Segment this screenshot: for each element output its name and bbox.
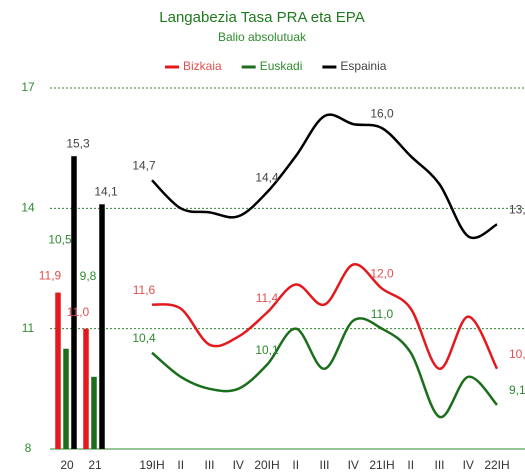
x-tick-label: III (319, 458, 329, 472)
x-tick-label: 22IH (484, 458, 509, 472)
data-label: 11,0 (371, 307, 394, 321)
x-tick-label: III (204, 458, 214, 472)
bar (99, 204, 105, 449)
bar (91, 376, 97, 449)
data-label: 14,4 (255, 170, 279, 184)
legend-label: Espainia (340, 59, 386, 73)
data-label: 13,6 (509, 203, 525, 217)
x-tick-label: II (177, 458, 184, 472)
x-tick-label: 19IH (139, 458, 164, 472)
data-label: 14,1 (94, 184, 118, 198)
chart-subtitle: Balio absolutuak (218, 30, 307, 44)
data-label: 10,5 (48, 233, 72, 247)
data-label: 12,0 (370, 267, 394, 281)
data-label: 11,9 (39, 269, 62, 283)
y-tick-label: 17 (21, 80, 35, 94)
x-tick-label: II (407, 458, 414, 472)
data-label: 14,7 (132, 158, 156, 172)
data-label: 15,3 (66, 136, 90, 150)
y-tick-label: 14 (21, 201, 35, 215)
x-tick-label: 20 (60, 458, 74, 472)
x-tick-label: 20IH (254, 458, 279, 472)
data-label: 16,0 (370, 106, 394, 120)
line (151, 317, 498, 419)
x-tick-label: 21 (88, 458, 102, 472)
legend-label: Bizkaia (183, 59, 222, 73)
data-label: 10,0 (509, 347, 525, 361)
x-tick-label: II (292, 458, 299, 472)
legend-label: Euskadi (260, 59, 303, 73)
bar (63, 348, 69, 449)
bar (71, 156, 77, 449)
data-label: 11,6 (133, 283, 156, 297)
data-label: 11,0 (67, 305, 90, 319)
x-tick-label: III (434, 458, 444, 472)
line (151, 263, 499, 371)
data-label: 10,4 (132, 331, 156, 345)
x-tick-label: IV (233, 458, 244, 472)
data-label: 10,1 (255, 343, 279, 357)
y-tick-label: 11 (22, 321, 35, 335)
bar (55, 292, 61, 449)
bar (83, 328, 89, 449)
chart-title: Langabezia Tasa PRA eta EPA (159, 9, 364, 26)
x-tick-label: IV (348, 458, 359, 472)
x-tick-label: IV (463, 458, 474, 472)
x-tick-label: 21IH (369, 458, 394, 472)
data-label: 11,4 (256, 291, 279, 305)
line (151, 113, 498, 240)
data-label: 9,8 (80, 269, 97, 283)
y-tick-label: 8 (25, 441, 32, 455)
data-label: 9,1 (509, 383, 525, 397)
